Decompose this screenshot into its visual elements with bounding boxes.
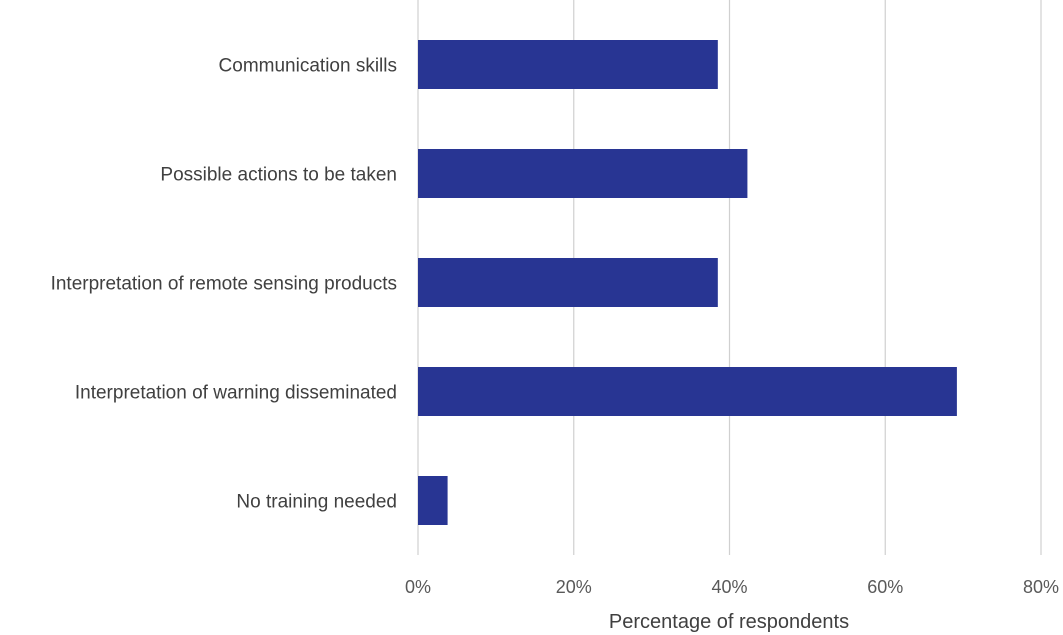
gridlines xyxy=(417,0,1042,555)
bar xyxy=(418,367,957,416)
bar xyxy=(418,149,748,198)
bar xyxy=(418,258,718,307)
bar xyxy=(418,476,448,525)
x-tick-label: 40% xyxy=(711,577,747,597)
category-label: Communication skills xyxy=(219,56,397,77)
bars xyxy=(418,40,957,525)
bar xyxy=(418,40,718,89)
x-axis-title: Percentage of respondents xyxy=(609,611,849,633)
x-tick-label: 0% xyxy=(405,577,431,597)
category-label: Interpretation of warning disseminated xyxy=(75,383,397,404)
x-tick-label: 60% xyxy=(867,577,903,597)
x-tick-label: 80% xyxy=(1023,577,1059,597)
x-tick-label: 20% xyxy=(556,577,592,597)
category-labels: Communication skills Possible actions to … xyxy=(51,56,397,513)
category-label: Interpretation of remote sensing product… xyxy=(51,274,397,295)
category-label: No training needed xyxy=(236,492,397,513)
category-label: Possible actions to be taken xyxy=(160,165,397,186)
x-tick-labels: 0% 20% 40% 60% 80% xyxy=(405,577,1059,597)
